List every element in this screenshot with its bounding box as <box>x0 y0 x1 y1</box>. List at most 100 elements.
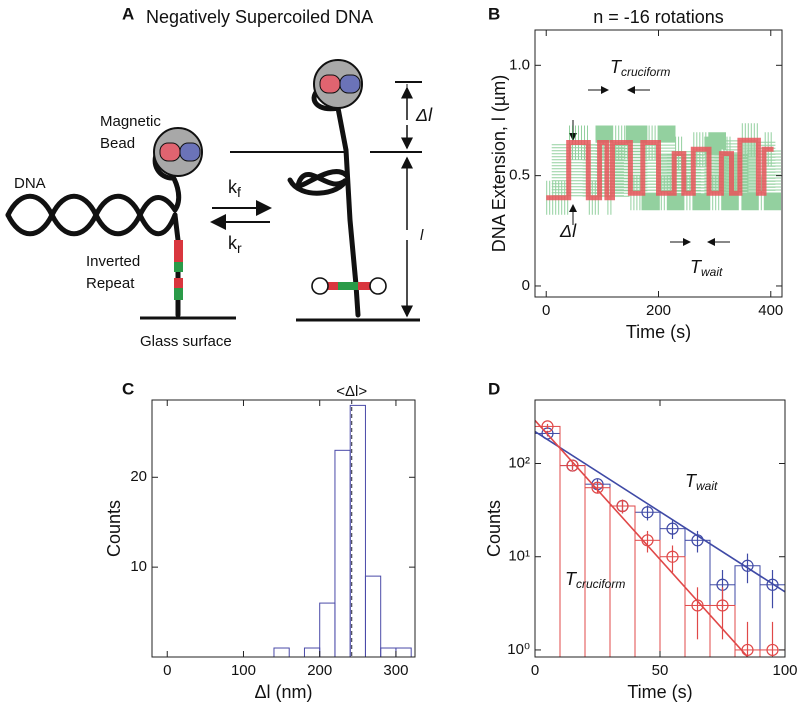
hist-bar <box>349 404 366 657</box>
y-tick-label: 1.0 <box>509 56 530 73</box>
y-axis-label: Counts <box>484 500 504 557</box>
magnet <box>319 74 341 94</box>
hist-bar <box>559 465 586 657</box>
hist-bar <box>559 465 586 657</box>
y-axis-label: Counts <box>104 500 124 557</box>
x-axis-label: Δl (nm) <box>254 682 312 702</box>
y-axis-label: DNA Extension, l (µm) <box>489 75 509 252</box>
annotation-main: T <box>610 57 623 77</box>
panel-label: D <box>488 379 500 398</box>
x-tick-label: 100 <box>231 662 256 679</box>
hist-bar <box>584 487 611 657</box>
point <box>716 599 729 612</box>
annotation-main: T <box>690 257 703 277</box>
x-tick-label: 0 <box>531 662 539 679</box>
label: Bead <box>100 135 135 152</box>
x-axis-label: Time (s) <box>626 322 691 342</box>
fit-line <box>535 419 749 657</box>
label: Inverted <box>86 253 140 270</box>
x-tick-label: 400 <box>758 302 783 319</box>
hist-bar <box>380 647 397 657</box>
magnet <box>179 142 201 162</box>
repeat <box>174 240 183 262</box>
y-tick-label: 10 <box>130 558 147 575</box>
cruciform <box>338 282 358 290</box>
mean-label: <Δl> <box>336 383 367 400</box>
rate: k <box>228 177 238 197</box>
hist-bar <box>535 432 561 657</box>
y-tick-label: 10² <box>508 454 530 471</box>
plot-area <box>273 400 412 657</box>
point <box>641 506 654 519</box>
hist-bar <box>584 483 611 657</box>
point <box>541 420 554 433</box>
label: Repeat <box>86 275 135 292</box>
hist-bar <box>319 602 336 657</box>
label: DNA <box>14 175 46 192</box>
annotation: Tcruciform <box>610 57 670 79</box>
hist-bar <box>535 425 561 657</box>
series-name: T <box>565 569 578 589</box>
diagram: Negatively Supercoiled DNA <box>5 7 433 350</box>
panel-label: A <box>122 4 134 23</box>
x-tick-label: 200 <box>307 662 332 679</box>
point <box>566 459 579 472</box>
annotation: Δl <box>559 221 577 241</box>
repeat <box>174 278 183 288</box>
y-tick-label: 20 <box>130 468 147 485</box>
series-sub: cruciform <box>576 577 625 591</box>
annotation-sub: wait <box>701 265 723 279</box>
point <box>666 550 679 563</box>
rate-sub: f <box>237 184 241 200</box>
label: Magnetic <box>100 113 161 130</box>
hist-bar <box>634 539 661 657</box>
panel-label: C <box>122 379 134 398</box>
x-tick-label: 50 <box>652 662 669 679</box>
dna-strand <box>287 169 349 196</box>
label: Δl <box>415 105 433 125</box>
series-label: Twait <box>685 471 718 493</box>
point <box>766 643 779 657</box>
magnet <box>159 142 181 162</box>
hist-bar <box>334 449 351 657</box>
y-tick-label: 0.5 <box>509 167 530 184</box>
y-tick-label: 0 <box>522 277 530 294</box>
hairpin <box>369 277 387 295</box>
series-label: Tcruciform <box>565 569 625 591</box>
point <box>766 578 779 591</box>
repeat <box>174 262 183 272</box>
point <box>591 481 604 494</box>
plot-area <box>546 123 781 215</box>
x-axis-label: Time (s) <box>627 682 692 702</box>
filtered-trace <box>546 137 774 201</box>
y-tick-label: 10¹ <box>508 548 530 565</box>
rate: k <box>228 233 238 253</box>
annotation: Twait <box>690 257 723 279</box>
hairpin <box>311 277 329 295</box>
diagram-title: Negatively Supercoiled DNA <box>146 7 373 27</box>
chart-title: n = -16 rotations <box>593 7 724 27</box>
plot-area <box>535 419 785 657</box>
hist-bar <box>364 575 382 657</box>
dna-strand <box>5 193 178 237</box>
hist-bar <box>273 647 290 657</box>
label: Glass surface <box>140 333 232 350</box>
series-name: T <box>685 471 698 491</box>
x-tick-label: 200 <box>646 302 671 319</box>
y-tick-label: 10⁰ <box>507 641 530 658</box>
x-tick-label: 100 <box>772 662 797 679</box>
rate-label: kr <box>228 233 242 256</box>
rate-label: kf <box>228 177 241 200</box>
x-tick-label: 0 <box>163 662 171 679</box>
magnet <box>339 74 361 94</box>
hist-bar <box>303 647 321 657</box>
fit-line <box>535 430 785 593</box>
point <box>741 559 754 572</box>
x-tick-label: 300 <box>383 662 408 679</box>
annotation-sub: cruciform <box>621 65 670 79</box>
x-tick-label: 0 <box>542 302 550 319</box>
panel-label: B <box>488 4 500 23</box>
hist-bar <box>395 647 412 657</box>
dna-strand <box>311 87 361 318</box>
